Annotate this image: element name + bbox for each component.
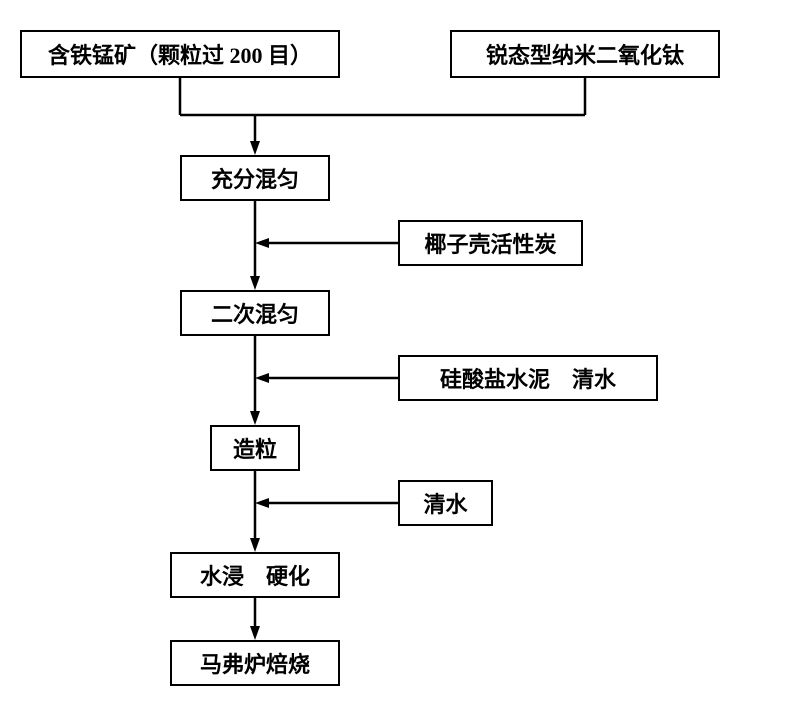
node-carbon: 椰子壳活性炭 xyxy=(398,220,583,266)
node-input-right: 锐态型纳米二氧化钛 xyxy=(450,30,720,78)
node-mix-1: 充分混匀 xyxy=(180,155,330,201)
node-label: 造粒 xyxy=(233,432,277,464)
node-label: 水浸 硬化 xyxy=(200,559,310,591)
node-furnace: 马弗炉焙烧 xyxy=(170,640,340,686)
node-label: 清水 xyxy=(423,487,467,519)
node-granulate: 造粒 xyxy=(210,425,300,471)
node-label: 含铁锰矿（颗粒过 200 目） xyxy=(48,38,312,70)
node-label: 充分混匀 xyxy=(211,162,299,194)
node-label: 锐态型纳米二氧化钛 xyxy=(486,38,684,70)
node-mix-2: 二次混匀 xyxy=(180,290,330,336)
node-input-left: 含铁锰矿（颗粒过 200 目） xyxy=(20,30,340,78)
node-label: 硅酸盐水泥 清水 xyxy=(440,362,616,394)
node-soak-harden: 水浸 硬化 xyxy=(170,552,340,598)
node-water: 清水 xyxy=(398,480,493,526)
node-cement-water: 硅酸盐水泥 清水 xyxy=(398,355,658,401)
node-label: 二次混匀 xyxy=(211,297,299,329)
flowchart-connectors xyxy=(0,0,800,705)
node-label: 马弗炉焙烧 xyxy=(200,647,310,679)
node-label: 椰子壳活性炭 xyxy=(424,227,556,259)
